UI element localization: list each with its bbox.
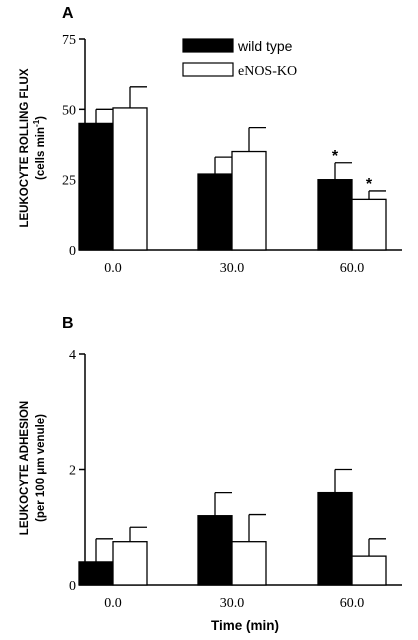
panel-a-bar-wild-type-0 (78, 122, 114, 251)
panel-b-ytick-label-0: 0 (69, 579, 76, 594)
panel-b-y-ticks: 0 2 4 (69, 348, 85, 594)
panel-a-ytick-label-2: 50 (62, 103, 76, 118)
panel-a-letter: A (62, 5, 74, 22)
legend-swatch-wild-type (182, 38, 234, 53)
panel-b-xlabel: Time (min) (211, 618, 279, 633)
panel-a-bar-enos-ko-1 (231, 150, 267, 251)
panel-a-bar-enos-ko-2 (351, 198, 387, 251)
panel-b-xtick-label-1: 30.0 (220, 596, 245, 611)
panel-b-ytick-label-2: 4 (69, 348, 76, 363)
panel-a-ytick-label-0: 0 (69, 244, 76, 259)
panel-b-ytick-label-1: 2 (69, 464, 76, 479)
panel-b-bar-enos-ko-0 (112, 541, 148, 586)
panel-b-ylabel-line1: LEUKOCYTE ADHESION (19, 401, 31, 535)
panel-a-significance-wild-type-2: * (332, 148, 339, 165)
panel-a-ytick-label-1: 25 (62, 174, 76, 189)
legend-label-wild-type: wild type (237, 38, 293, 54)
panel-b-xtick-label-2: 60.0 (340, 596, 365, 611)
panel-a-ylabel-units: (cells min (35, 127, 47, 180)
panel-a-bar-enos-ko-0 (112, 107, 148, 251)
panel-b-bar-enos-ko-1 (231, 541, 267, 586)
panel-a-legend: wild type eNOS-KO (182, 38, 297, 79)
panel-a: A LEUKOCYTE ROLLING FLUX (cells min-1) 0… (19, 5, 402, 276)
panel-b-bar-wild-type-2 (317, 491, 353, 586)
legend-swatch-enos-ko (182, 62, 234, 77)
panel-a-y-ticks: 0 25 50 75 (62, 33, 85, 259)
panel-b-xtick-label-0: 0.0 (104, 596, 122, 611)
panel-a-ytick-label-3: 75 (62, 33, 76, 48)
panel-b: B LEUKOCYTE ADHESION (per 100 μm venule)… (19, 315, 402, 633)
panel-a-ylabel-line1: LEUKOCYTE ROLLING FLUX (19, 68, 31, 227)
panel-b-bar-wild-type-0 (78, 561, 114, 586)
panel-b-bar-enos-ko-2 (351, 555, 387, 586)
panel-b-bar-wild-type-1 (197, 515, 233, 586)
panel-a-bar-wild-type-2 (317, 179, 353, 251)
panel-b-bars (78, 468, 387, 586)
panel-a-xtick-label-2: 60.0 (340, 261, 365, 276)
panel-a-significance-enos-ko-2: * (366, 176, 373, 193)
panel-b-x-ticks: 0.0 30.0 60.0 (104, 596, 364, 611)
panel-a-xtick-label-0: 0.0 (104, 261, 122, 276)
panel-a-ylabel-line2: (cells min-1) (32, 116, 47, 180)
panel-a-ylabel-close: ) (35, 116, 47, 120)
panel-a-x-ticks: 0.0 30.0 60.0 (104, 261, 364, 276)
panel-a-bar-wild-type-1 (197, 173, 233, 251)
legend-label-enos-ko: eNOS-KO (238, 64, 297, 79)
panel-a-ylabel-sup: -1 (32, 119, 41, 127)
panel-a-xtick-label-1: 30.0 (220, 261, 245, 276)
panel-a-bars: ** (78, 86, 387, 251)
panel-b-ylabel-line2: (per 100 μm venule) (35, 414, 47, 522)
panel-b-letter: B (62, 315, 74, 332)
